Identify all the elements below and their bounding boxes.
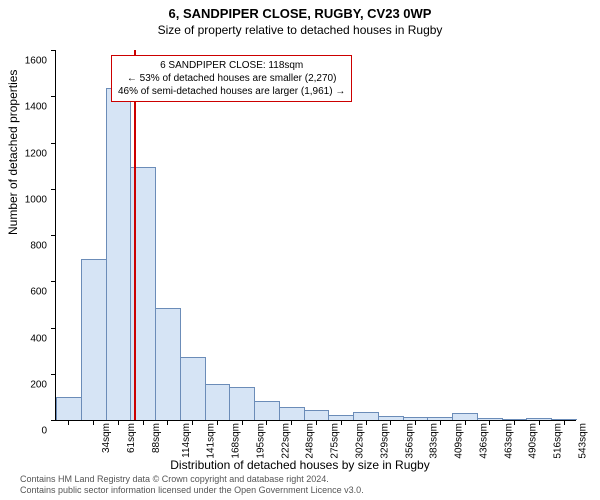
- x-tick-mark: [167, 420, 168, 425]
- property-annotation-box: 6 SANDPIPER CLOSE: 118sqm← 53% of detach…: [111, 55, 352, 102]
- y-tick-label: 1400: [17, 102, 47, 113]
- y-tick-label: 1200: [17, 148, 47, 159]
- y-tick-mark: [51, 235, 56, 236]
- histogram-bar: [452, 413, 478, 420]
- histogram-bar: [155, 308, 181, 420]
- y-tick-mark: [51, 328, 56, 329]
- y-tick-mark: [51, 96, 56, 97]
- property-marker-line: [134, 50, 136, 420]
- histogram-bar: [56, 397, 82, 420]
- x-tick-mark: [390, 420, 391, 425]
- x-tick-label: 409sqm: [454, 423, 465, 459]
- y-tick-mark: [51, 281, 56, 282]
- histogram-bar: [106, 88, 132, 420]
- x-tick-mark: [242, 420, 243, 425]
- x-tick-label: 61sqm: [126, 423, 137, 453]
- footer-attribution: Contains HM Land Registry data © Crown c…: [20, 474, 364, 496]
- y-tick-label: 0: [17, 426, 47, 437]
- x-tick-label: 141sqm: [206, 423, 217, 459]
- histogram-bar: [304, 410, 330, 420]
- x-tick-mark: [192, 420, 193, 425]
- x-tick-mark: [465, 420, 466, 425]
- footer-line-2: Contains public sector information licen…: [20, 485, 364, 496]
- x-axis-label: Distribution of detached houses by size …: [0, 458, 600, 472]
- y-tick-label: 1600: [17, 56, 47, 67]
- x-tick-label: 302sqm: [355, 423, 366, 459]
- annotation-line-2: ← 53% of detached houses are smaller (2,…: [118, 72, 345, 85]
- x-tick-label: 114sqm: [181, 423, 192, 458]
- x-tick-label: 88sqm: [151, 423, 162, 453]
- histogram-bar: [205, 384, 231, 420]
- histogram-bar: [180, 357, 206, 420]
- x-tick-label: 436sqm: [478, 423, 489, 459]
- histogram-bar: [81, 259, 107, 420]
- x-tick-label: 516sqm: [553, 423, 564, 459]
- x-tick-label: 195sqm: [256, 423, 267, 459]
- annotation-line-1: 6 SANDPIPER CLOSE: 118sqm: [118, 59, 345, 72]
- x-tick-label: 329sqm: [379, 423, 390, 459]
- histogram-bar: [353, 412, 379, 420]
- y-tick-mark: [51, 50, 56, 51]
- histogram-bar: [254, 401, 280, 421]
- chart-subtitle: Size of property relative to detached ho…: [0, 21, 600, 37]
- y-tick-mark: [51, 143, 56, 144]
- x-tick-mark: [266, 420, 267, 425]
- histogram-bar: [279, 407, 305, 420]
- chart-area: 34sqm61sqm88sqm114sqm141sqm168sqm195sqm2…: [55, 50, 575, 420]
- x-tick-mark: [316, 420, 317, 425]
- x-tick-mark: [143, 420, 144, 425]
- x-tick-label: 463sqm: [503, 423, 514, 459]
- x-tick-mark: [440, 420, 441, 425]
- y-tick-mark: [51, 374, 56, 375]
- x-tick-mark: [415, 420, 416, 425]
- x-tick-label: 222sqm: [280, 423, 291, 459]
- x-tick-label: 383sqm: [429, 423, 440, 459]
- y-tick-label: 800: [17, 241, 47, 252]
- x-tick-mark: [93, 420, 94, 425]
- y-tick-label: 200: [17, 379, 47, 390]
- chart-title: 6, SANDPIPER CLOSE, RUGBY, CV23 0WP: [0, 0, 600, 21]
- y-tick-mark: [51, 189, 56, 190]
- x-tick-mark: [366, 420, 367, 425]
- x-tick-label: 543sqm: [577, 423, 588, 459]
- y-tick-label: 600: [17, 287, 47, 298]
- x-tick-mark: [341, 420, 342, 425]
- histogram-bar: [229, 387, 255, 420]
- y-tick-label: 400: [17, 333, 47, 344]
- plot-region: 34sqm61sqm88sqm114sqm141sqm168sqm195sqm2…: [55, 50, 576, 421]
- x-tick-mark: [68, 420, 69, 425]
- x-tick-mark: [118, 420, 119, 425]
- x-tick-label: 34sqm: [101, 423, 112, 453]
- y-tick-label: 1000: [17, 194, 47, 205]
- x-tick-label: 248sqm: [305, 423, 316, 459]
- footer-line-1: Contains HM Land Registry data © Crown c…: [20, 474, 364, 485]
- x-tick-label: 275sqm: [330, 423, 341, 459]
- y-tick-mark: [51, 420, 56, 421]
- x-tick-label: 168sqm: [231, 423, 242, 459]
- x-tick-label: 490sqm: [528, 423, 539, 459]
- x-tick-mark: [291, 420, 292, 425]
- x-tick-label: 356sqm: [404, 423, 415, 459]
- annotation-line-3: 46% of semi-detached houses are larger (…: [118, 85, 345, 98]
- x-tick-mark: [217, 420, 218, 425]
- x-tick-mark: [539, 420, 540, 425]
- x-tick-mark: [564, 420, 565, 425]
- x-tick-mark: [489, 420, 490, 425]
- x-tick-mark: [514, 420, 515, 425]
